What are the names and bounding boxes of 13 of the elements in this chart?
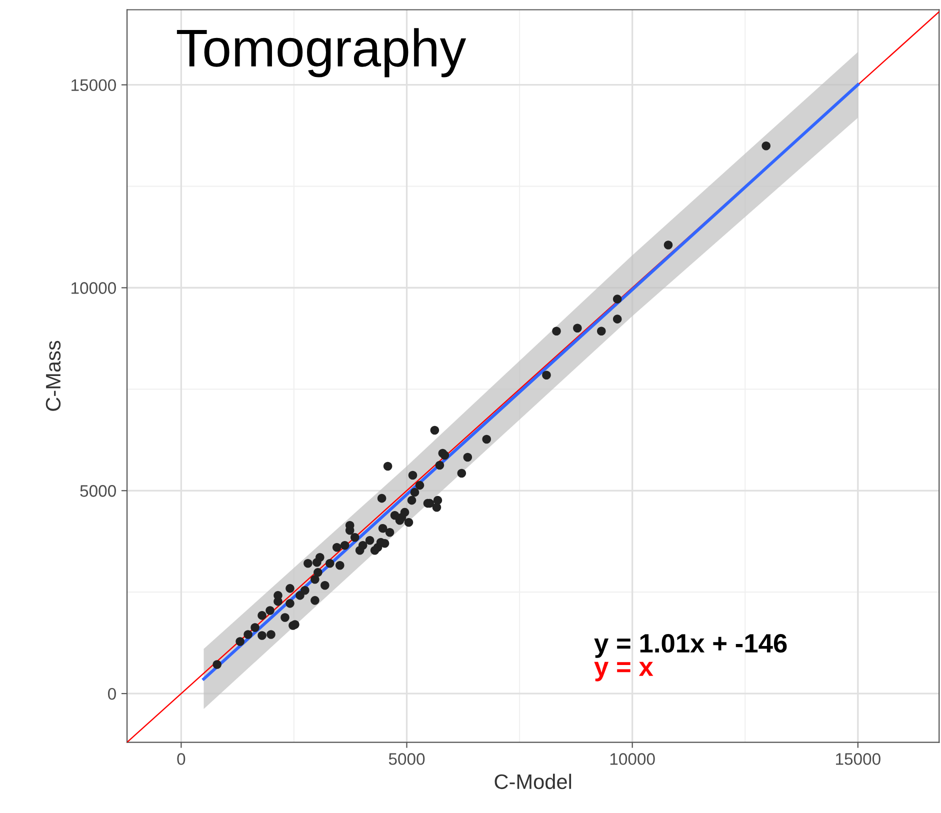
x-axis-title: C-Model <box>494 774 572 790</box>
x-tick-label: 15000 <box>836 753 880 765</box>
text: y = x <box>594 662 654 682</box>
x-tick-label: 0 <box>177 753 186 765</box>
chart-title: Tomography <box>176 28 466 78</box>
y-tick-label: 5000 <box>80 485 116 497</box>
x-tick-label: 10000 <box>610 753 655 765</box>
y-tick-label: 15000 <box>72 79 116 92</box>
y-tick-label: 10000 <box>72 282 116 294</box>
y-axis-title: C-Mass <box>46 340 61 411</box>
x-tick-label: 5000 <box>388 753 425 765</box>
y-tick-label: 0 <box>108 688 116 700</box>
annotation: y = 1.01x + -146 <box>594 634 787 658</box>
